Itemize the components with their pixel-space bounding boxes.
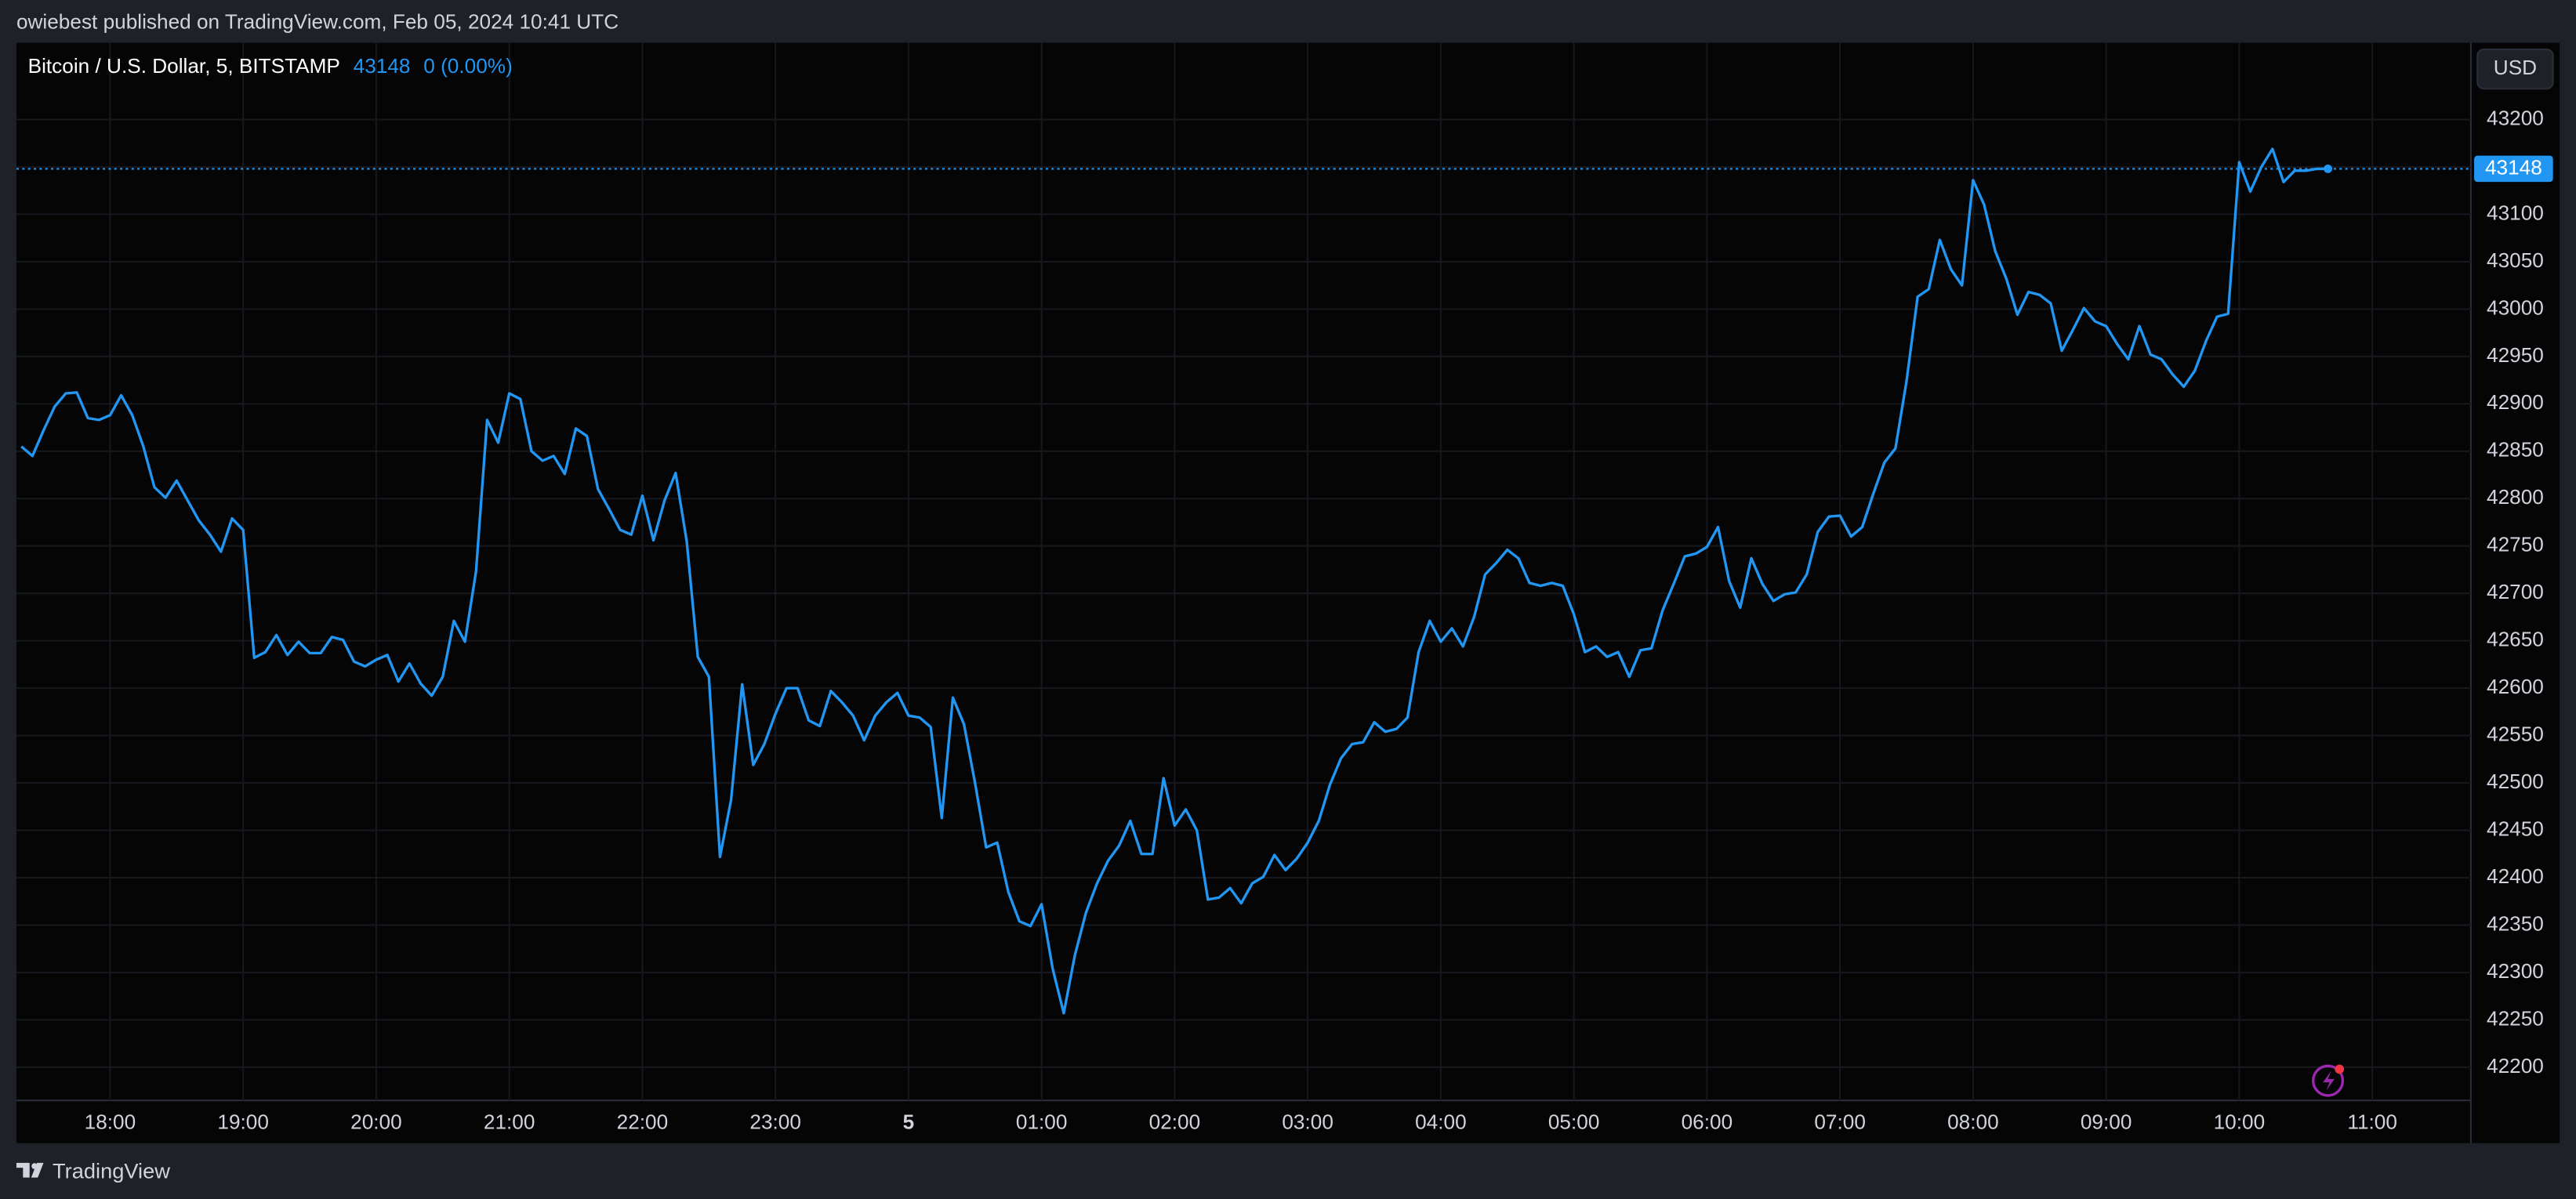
y-tick-label: 42750 bbox=[2487, 533, 2544, 556]
symbol: Bitcoin / U.S. Dollar, 5, BITSTAMP bbox=[28, 54, 340, 78]
y-tick-label: 42550 bbox=[2487, 723, 2544, 746]
y-tick-label: 42850 bbox=[2487, 438, 2544, 462]
symbol-legend: Bitcoin / U.S. Dollar, 5, BITSTAMP 43148 0… bbox=[28, 54, 513, 78]
alert-icon bbox=[2312, 1064, 2345, 1097]
change: 0 (0.00%) bbox=[423, 54, 513, 78]
x-tick-label: 18:00 bbox=[85, 1110, 136, 1133]
brand: TradingView bbox=[53, 1159, 170, 1183]
y-tick-label: 43200 bbox=[2487, 106, 2544, 129]
x-tick-label: 5 bbox=[903, 1110, 915, 1133]
x-tick-label: 11:00 bbox=[2347, 1110, 2397, 1133]
x-tick-label: 01:00 bbox=[1016, 1110, 1068, 1133]
price-line bbox=[20, 147, 2328, 1015]
y-tick-label: 42650 bbox=[2487, 628, 2544, 651]
y-tick-label: 42800 bbox=[2487, 485, 2544, 509]
x-tick-label: 09:00 bbox=[2081, 1110, 2132, 1133]
y-tick-label: 42250 bbox=[2487, 1006, 2544, 1030]
x-tick-label: 19:00 bbox=[217, 1110, 269, 1133]
y-tick-label: 42400 bbox=[2487, 864, 2544, 888]
grid bbox=[16, 42, 2471, 1101]
last-price: 43148 bbox=[354, 54, 411, 78]
currency-button[interactable] bbox=[2476, 48, 2554, 90]
y-tick-label: 42200 bbox=[2487, 1054, 2544, 1078]
last-price-label: 43148 bbox=[2485, 155, 2542, 179]
x-tick-label: 02:00 bbox=[1149, 1110, 1201, 1133]
x-tick-label: 20:00 bbox=[350, 1110, 402, 1133]
x-tick-label: 08:00 bbox=[1947, 1110, 1999, 1133]
currency[interactable]: USD bbox=[2494, 56, 2537, 79]
x-tick-label: 22:00 bbox=[617, 1110, 669, 1133]
y-tick-label: 42500 bbox=[2487, 770, 2544, 793]
y-tick-label: 42450 bbox=[2487, 817, 2544, 840]
last-point bbox=[2324, 164, 2333, 173]
last-price-tag bbox=[2474, 155, 2553, 183]
y-tick-label: 42350 bbox=[2487, 911, 2544, 935]
x-tick-label: 05:00 bbox=[1548, 1110, 1600, 1133]
y-tick-label: 43050 bbox=[2487, 248, 2544, 272]
y-tick-label: 42700 bbox=[2487, 580, 2544, 603]
x-tick-label: 03:00 bbox=[1282, 1110, 1333, 1133]
y-tick-label: 42600 bbox=[2487, 675, 2544, 698]
y-tick-label: 42300 bbox=[2487, 959, 2544, 983]
y-tick-label: 43100 bbox=[2487, 201, 2544, 224]
x-tick-label: 07:00 bbox=[1814, 1110, 1866, 1133]
x-tick-label: 21:00 bbox=[484, 1110, 535, 1133]
y-tick-label: 42950 bbox=[2487, 343, 2544, 367]
y-tick-label: 42900 bbox=[2487, 390, 2544, 414]
x-tick-label: 06:00 bbox=[1682, 1110, 1733, 1133]
x-tick-label: 23:00 bbox=[749, 1110, 801, 1133]
plot bbox=[16, 147, 2471, 1015]
y-tick-label: 43000 bbox=[2487, 295, 2544, 319]
x-tick-label: 10:00 bbox=[2214, 1110, 2266, 1133]
brand-logo bbox=[16, 1162, 44, 1178]
x-tick-label: 04:00 bbox=[1415, 1110, 1467, 1133]
publish-header: owiebest published on TradingView.com, F… bbox=[16, 9, 619, 33]
